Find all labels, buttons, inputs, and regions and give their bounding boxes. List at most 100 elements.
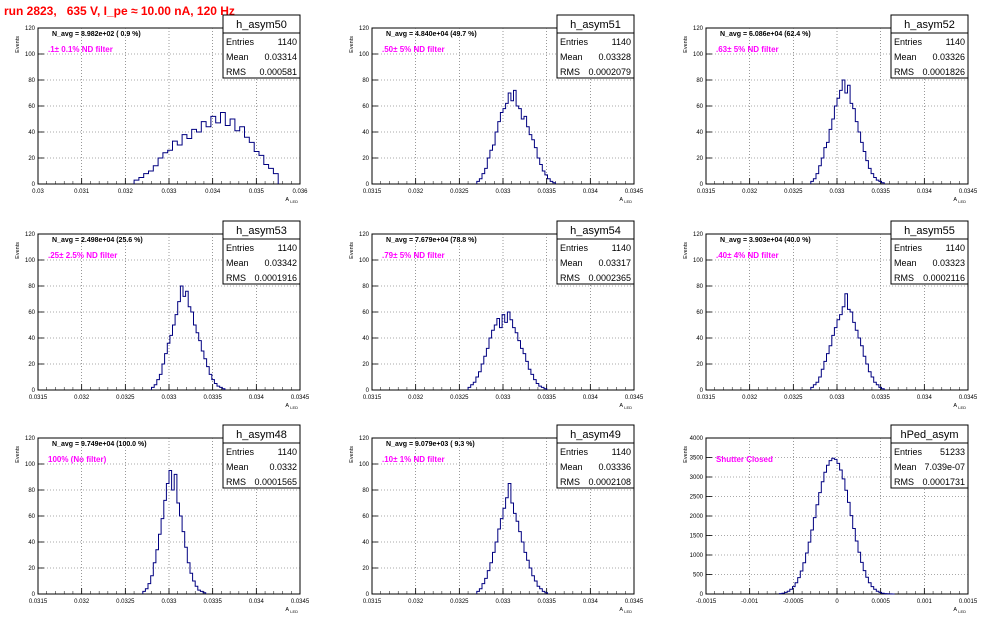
stats-value: 0.03342 [264, 258, 297, 268]
stats-key: Mean [894, 462, 917, 472]
stats-value: 0.0002079 [588, 67, 631, 77]
y-tick-label: 60 [28, 514, 35, 520]
y-tick-label: 20 [362, 156, 369, 162]
y-axis-title: Events [349, 242, 355, 259]
y-tick-label: 40 [28, 336, 35, 342]
x-tick-label: 0.001 [917, 599, 933, 605]
panel-hPed_asym: -0.0015 -0.001 -0.0005 0 0.0005 0.001 0.0015 0 5… [683, 424, 978, 614]
y-tick-label: 20 [362, 362, 369, 368]
x-tick-label: 0.032 [74, 395, 90, 401]
stats-key: Entries [226, 37, 255, 47]
y-tick-label: 20 [696, 362, 703, 368]
y-tick-label: 500 [693, 573, 704, 579]
navg-label: N_avg = 9.079e+03 ( 9.3 %) [386, 441, 475, 448]
y-tick-label: 100 [359, 52, 370, 58]
x-tick-label: 0.032 [742, 189, 758, 195]
y-tick-label: 20 [28, 156, 35, 162]
stats-value: 0.0002116 [923, 273, 965, 283]
x-tick-label: -0.0005 [783, 599, 804, 605]
x-tick-label: 0 [835, 599, 839, 605]
y-tick-label: 20 [28, 362, 35, 368]
panel-h_asym48: 0.0315 0.032 0.0325 0.033 0.0335 0.034 0.0345 0… [15, 424, 310, 614]
y-tick-label: 120 [25, 436, 36, 442]
y-tick-label: 80 [28, 488, 35, 494]
stats-box [556, 14, 635, 79]
y-tick-label: 0 [700, 592, 704, 598]
stats-value: 0.03336 [598, 462, 631, 472]
x-tick-label: 0.032 [408, 599, 424, 605]
stats-key: RMS [226, 273, 246, 283]
y-tick-label: 0 [700, 388, 704, 394]
x-tick-label: 0.0005 [871, 599, 890, 605]
stats-key: Entries [894, 243, 923, 253]
histogram-series [476, 89, 556, 184]
x-tick-label: -0.001 [741, 599, 759, 605]
stats-title: h_asym51 [570, 19, 621, 31]
x-tick-label: 0.0315 [697, 395, 716, 401]
y-tick-label: 120 [359, 26, 370, 32]
panel-h_asym49: 0.0315 0.032 0.0325 0.033 0.0335 0.034 0.0345 0… [349, 424, 644, 614]
x-axis-title: A LED [285, 607, 298, 614]
stats-box [556, 220, 635, 285]
stats-value: 1140 [278, 447, 297, 457]
stats-key: RMS [560, 477, 580, 487]
stats-key: Entries [560, 447, 589, 457]
stats-value: 0.03328 [598, 52, 631, 62]
y-tick-label: 120 [359, 436, 370, 442]
stats-title: h_asym53 [236, 225, 287, 237]
x-tick-label: 0.034 [583, 395, 599, 401]
y-tick-label: 80 [696, 284, 703, 290]
y-tick-label: 120 [693, 232, 704, 238]
stats-value: 7.039e-07 [924, 462, 965, 472]
navg-label: N_avg = 8.982e+02 ( 0.9 %) [52, 31, 141, 38]
histogram-series [476, 483, 548, 594]
y-tick-label: 80 [362, 488, 369, 494]
y-tick-label: 120 [359, 232, 370, 238]
histogram-series [467, 311, 548, 390]
stats-key: Entries [894, 37, 923, 47]
x-tick-label: 0.033 [495, 395, 511, 401]
stats-value: 0.0001731 [922, 477, 965, 487]
x-tick-label: 0.0335 [537, 189, 556, 195]
y-tick-label: 100 [359, 258, 370, 264]
y-tick-label: 20 [696, 156, 703, 162]
stats-value: 1140 [278, 243, 297, 253]
x-tick-label: 0.032 [408, 189, 424, 195]
y-axis-title: Events [683, 242, 689, 259]
x-tick-label: 0.032 [74, 599, 90, 605]
y-tick-label: 2500 [690, 495, 704, 501]
x-tick-label: 0.0315 [363, 599, 382, 605]
y-tick-label: 120 [25, 232, 36, 238]
navg-label: N_avg = 2.498e+04 (25.6 %) [52, 237, 143, 244]
stats-key: Mean [894, 258, 917, 268]
stats-title: h_asym54 [570, 225, 621, 237]
y-tick-label: 0 [32, 388, 36, 394]
x-tick-label: 0.0315 [29, 395, 48, 401]
y-tick-label: 0 [700, 182, 704, 188]
y-tick-label: 0 [366, 182, 370, 188]
x-tick-label: 0.0345 [625, 395, 644, 401]
y-tick-label: 60 [362, 514, 369, 520]
x-tick-label: 0.032 [118, 189, 134, 195]
x-tick-label: 0.0335 [537, 395, 556, 401]
x-axis-title: A LED [619, 403, 632, 410]
y-tick-label: 120 [25, 26, 36, 32]
x-tick-label: 0.033 [829, 189, 845, 195]
y-tick-label: 2000 [690, 514, 704, 520]
x-tick-label: 0.033 [161, 189, 177, 195]
x-tick-label: 0.0345 [625, 189, 644, 195]
stats-key: Mean [226, 52, 249, 62]
filter-note: Shutter Closed [716, 455, 773, 464]
x-tick-label: 0.033 [829, 395, 845, 401]
y-tick-label: 40 [696, 336, 703, 342]
stats-value: 1140 [612, 447, 631, 457]
stats-value: 1140 [278, 37, 297, 47]
stats-value: 1140 [946, 243, 965, 253]
x-axis-title: A LED [953, 607, 966, 614]
y-axis-title: Events [683, 36, 689, 53]
y-tick-label: 60 [362, 104, 369, 110]
y-tick-label: 60 [362, 310, 369, 316]
x-tick-label: 0.0335 [871, 189, 890, 195]
stats-value: 0.0002108 [588, 477, 631, 487]
x-axis-title: A LED [285, 403, 298, 410]
